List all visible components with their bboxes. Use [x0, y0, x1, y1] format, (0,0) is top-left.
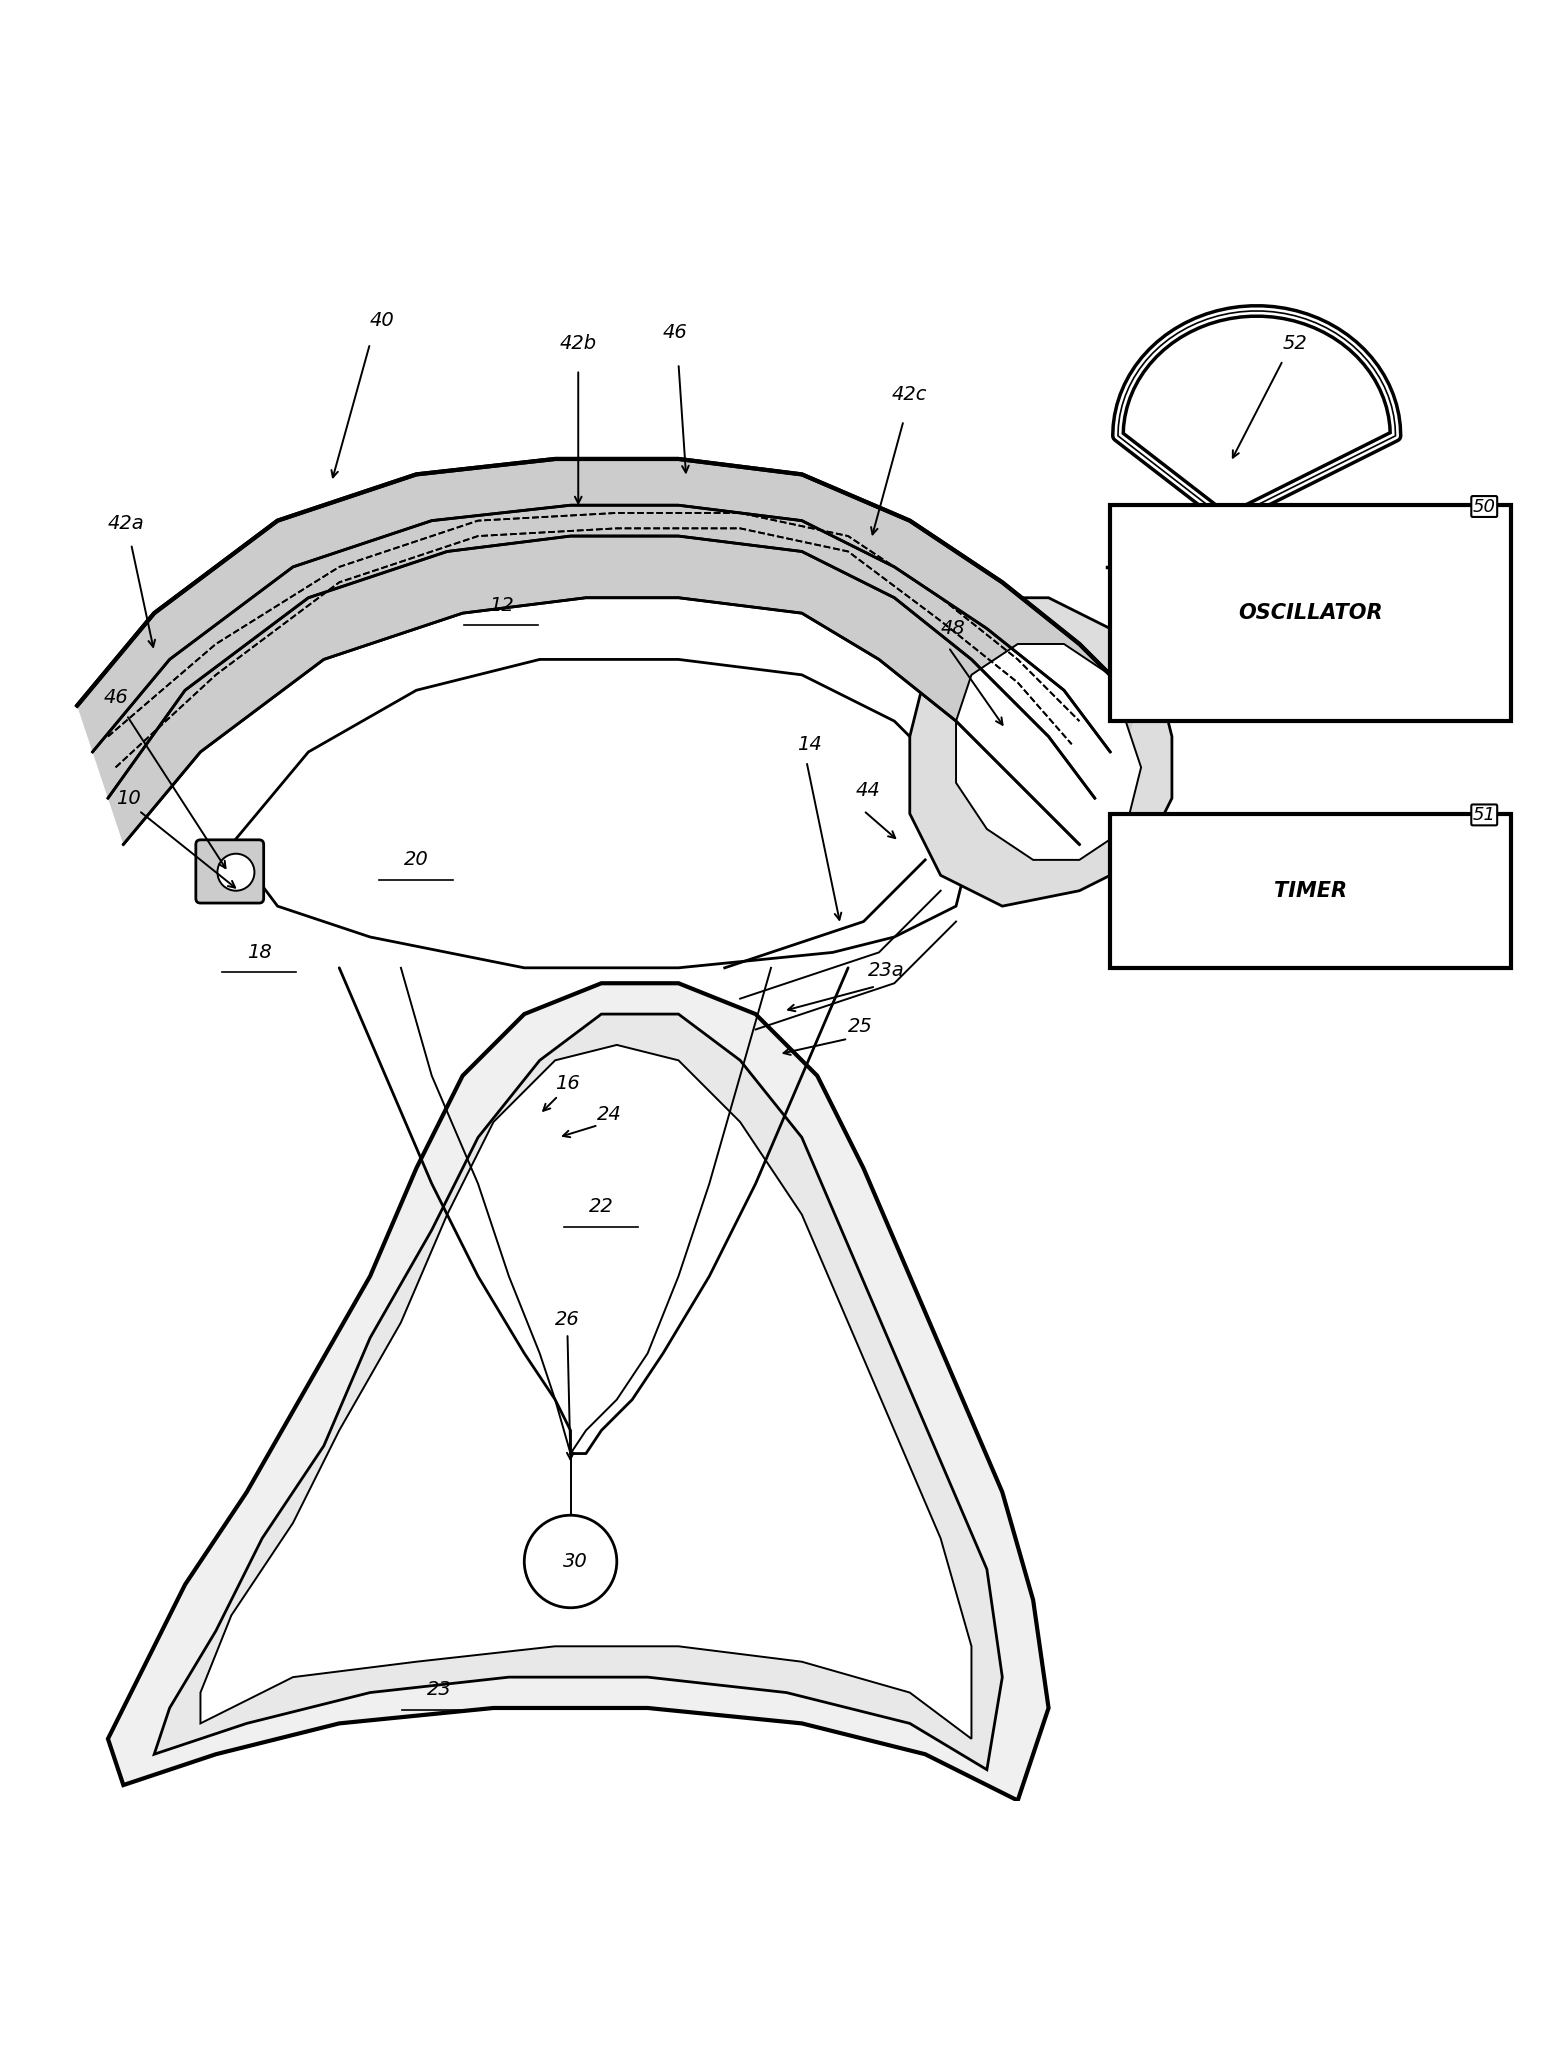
- Text: 42b: 42b: [560, 334, 597, 352]
- Polygon shape: [108, 984, 1049, 1800]
- Text: 22: 22: [589, 1198, 614, 1217]
- Polygon shape: [77, 459, 1141, 844]
- Bar: [1110, 504, 1511, 721]
- Text: 20: 20: [404, 850, 429, 869]
- Text: 10: 10: [116, 789, 140, 807]
- Text: 12: 12: [489, 595, 513, 616]
- Text: 16: 16: [555, 1075, 580, 1093]
- Text: 46: 46: [103, 688, 128, 708]
- Text: 18: 18: [247, 943, 271, 962]
- Text: 40: 40: [370, 311, 395, 329]
- Text: 42a: 42a: [108, 515, 145, 533]
- Text: 14: 14: [797, 735, 822, 754]
- Text: 23: 23: [427, 1680, 452, 1699]
- Text: 30: 30: [563, 1552, 588, 1571]
- Polygon shape: [154, 1015, 1002, 1769]
- Text: 25: 25: [848, 1017, 873, 1036]
- Text: 42c: 42c: [891, 385, 928, 404]
- FancyBboxPatch shape: [196, 840, 264, 904]
- Text: 50: 50: [1473, 498, 1496, 515]
- Circle shape: [524, 1515, 617, 1608]
- Text: OSCILLATOR: OSCILLATOR: [1238, 603, 1383, 624]
- Polygon shape: [231, 659, 971, 968]
- Polygon shape: [910, 597, 1172, 906]
- Polygon shape: [956, 644, 1141, 861]
- Circle shape: [217, 854, 254, 892]
- Text: 24: 24: [597, 1106, 621, 1124]
- Text: 23a: 23a: [868, 962, 905, 980]
- Bar: [1110, 813, 1511, 968]
- Text: 26: 26: [555, 1310, 580, 1328]
- Text: 48: 48: [941, 620, 965, 638]
- Text: 52: 52: [1283, 334, 1308, 352]
- Text: TIMER: TIMER: [1274, 881, 1348, 900]
- Text: 44: 44: [856, 780, 880, 801]
- Text: 51: 51: [1473, 805, 1496, 824]
- Polygon shape: [200, 1044, 971, 1738]
- Text: 46: 46: [663, 323, 688, 342]
